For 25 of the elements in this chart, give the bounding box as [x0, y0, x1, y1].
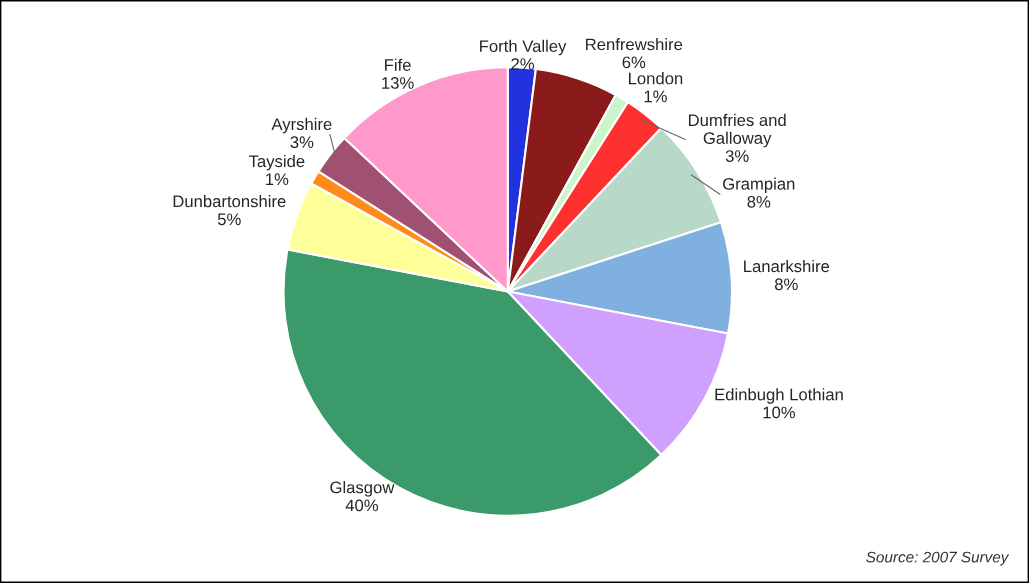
data-label: 3%	[725, 150, 749, 162]
data-label: 8%	[774, 278, 798, 291]
data-label: 3%	[290, 136, 314, 149]
source-note: Source: 2007 Survey	[866, 551, 1010, 566]
data-label: 2%	[511, 58, 535, 70]
slice-label: Fife	[385, 58, 411, 71]
data-label: 8%	[747, 195, 771, 208]
slice-label: Dunbartonshire	[173, 195, 286, 208]
slice-label: Glasgow	[330, 481, 395, 497]
slice-label: London	[628, 72, 683, 85]
slice-label: Grampian	[723, 177, 795, 194]
data-label: 13%	[382, 77, 414, 89]
data-label: 6%	[622, 56, 646, 69]
slice-label: Edinbugh Lothian	[715, 388, 843, 404]
data-label: 1%	[266, 173, 289, 186]
data-label: 1%	[644, 90, 667, 103]
slice-label: Tayside	[248, 154, 305, 171]
slice-label: Ayrshire	[271, 117, 332, 134]
slice-label: Renfrewshire	[586, 38, 683, 51]
slice-label: Lanarkshire	[744, 259, 830, 273]
slice-label: Forth Valley	[480, 39, 567, 56]
slice-label: Dumfries and Galloway	[688, 113, 786, 148]
data-label: 40%	[345, 499, 379, 512]
data-label: 10%	[763, 406, 796, 419]
data-label: 5%	[217, 213, 241, 226]
